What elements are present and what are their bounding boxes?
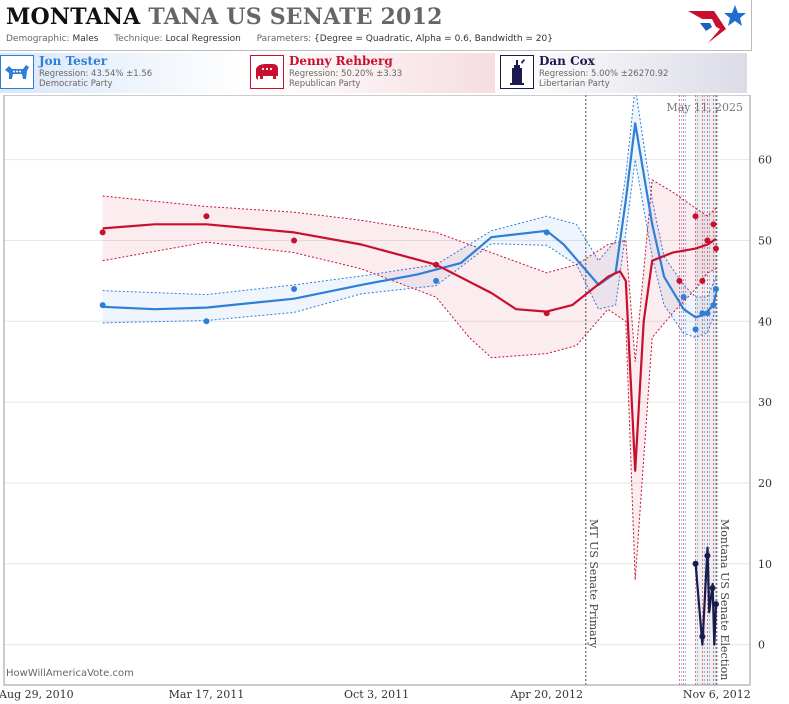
chart-area: MT US Senate Primary Montana US Senate El…	[0, 95, 772, 701]
y-tick-label: 50	[758, 234, 772, 247]
legend-regression: Regression: 5.00% ±26270.92	[539, 69, 669, 79]
parameters-value: {Degree = Quadratic, Alpha = 0.6, Bandwi…	[314, 34, 553, 44]
x-tick-label: Oct 3, 2011	[344, 688, 409, 701]
y-tick-label: 30	[758, 396, 772, 409]
plot-frame	[3, 95, 751, 686]
legend-party: Libertarian Party	[539, 79, 610, 89]
data-point	[704, 310, 711, 317]
series-line	[102, 223, 717, 472]
data-point	[699, 310, 706, 317]
data-point	[712, 245, 719, 252]
y-tick-label: 20	[758, 477, 772, 490]
data-point	[699, 277, 706, 284]
data-point	[692, 326, 699, 333]
title-rest: TANA US SENATE 2012	[148, 4, 443, 30]
legend-party: Republican Party	[289, 79, 361, 89]
legend-regression: Regression: 50.20% ±3.33	[289, 69, 403, 79]
legend-name: Jon Tester	[39, 54, 108, 68]
x-tick-label: Aug 29, 2010	[0, 688, 74, 701]
legend-party: Democratic Party	[39, 79, 113, 89]
data-point	[704, 237, 711, 244]
legend-item-rehberg: Denny Rehberg Regression: 50.20% ±3.33 R…	[250, 53, 495, 93]
data-point	[692, 213, 699, 220]
y-tick-label: 0	[758, 639, 765, 652]
legend-regression: Regression: 43.54% ±1.56	[39, 69, 153, 79]
legend: Jon Tester Regression: 43.54% ±1.56 Demo…	[0, 53, 789, 93]
legend-item-tester: Jon Tester Regression: 43.54% ±1.56 Demo…	[0, 53, 245, 93]
x-tick-label: Apr 20, 2012	[509, 688, 583, 701]
event-lines: MT US Senate Primary Montana US Senate El…	[585, 95, 731, 685]
site-logo-icon	[688, 5, 746, 43]
y-tick-label: 40	[758, 315, 772, 328]
band-edge	[102, 159, 717, 339]
data-point	[543, 229, 550, 236]
data-point	[676, 277, 683, 284]
technique-value: Local Regression	[165, 34, 241, 44]
chart-title: MONTANA TANA US SENATE 2012	[6, 4, 443, 30]
legend-name: Dan Cox	[539, 54, 595, 68]
band-edge	[102, 179, 717, 362]
y-tick-label: 60	[758, 154, 772, 167]
y-tick-label: 10	[758, 558, 772, 571]
date-label: May 11, 2025	[666, 101, 743, 114]
technique-label: Technique:	[114, 34, 163, 44]
x-tick-label: Nov 6, 2012	[683, 688, 751, 701]
data-point	[704, 552, 711, 559]
data-point	[710, 302, 717, 309]
poll-points	[99, 213, 719, 640]
band-edge	[102, 95, 717, 298]
x-tick-label: Mar 17, 2011	[169, 688, 245, 701]
footer-site: HowWillAmericaVote.com	[6, 668, 134, 679]
data-point	[433, 277, 440, 284]
data-point	[203, 213, 210, 220]
event-label: MT US Senate Primary	[587, 519, 600, 649]
data-point	[203, 318, 210, 325]
data-point	[712, 285, 719, 292]
data-point	[291, 285, 298, 292]
confidence-band	[102, 179, 716, 580]
data-point	[692, 560, 699, 567]
data-point	[433, 261, 440, 268]
confidence-bands	[102, 95, 717, 580]
data-point	[543, 310, 550, 317]
demographic-value: Males	[72, 34, 99, 44]
chart-header: MONTANA TANA US SENATE 2012 Demographic:…	[0, 0, 752, 51]
elephant-icon	[250, 55, 284, 89]
confidence-band	[102, 95, 716, 338]
legend-name: Denny Rehberg	[289, 54, 393, 68]
data-point	[99, 302, 106, 309]
data-point	[710, 221, 717, 228]
regression-curves	[102, 122, 718, 646]
data-point	[709, 585, 716, 592]
donkey-icon	[0, 55, 34, 89]
data-point	[99, 229, 106, 236]
legend-item-cox: Dan Cox Regression: 5.00% ±26270.92 Libe…	[500, 53, 747, 93]
title-state: MONTANA	[6, 4, 141, 30]
parameters-label: Parameters:	[256, 34, 312, 44]
liberty-icon	[500, 55, 534, 89]
event-label: Montana US Senate Election	[718, 519, 731, 680]
data-point	[712, 601, 719, 608]
chart-subtitle: Demographic: Males Technique: Local Regr…	[6, 34, 553, 44]
demographic-label: Demographic:	[6, 34, 70, 44]
data-point	[699, 633, 706, 640]
axes: 0 10 20 30 40 50 60 Aug 29, 2010 Mar 17, 2011 Oct…	[0, 95, 772, 701]
series-line	[694, 546, 718, 646]
data-point	[680, 294, 687, 301]
data-point	[291, 237, 298, 244]
